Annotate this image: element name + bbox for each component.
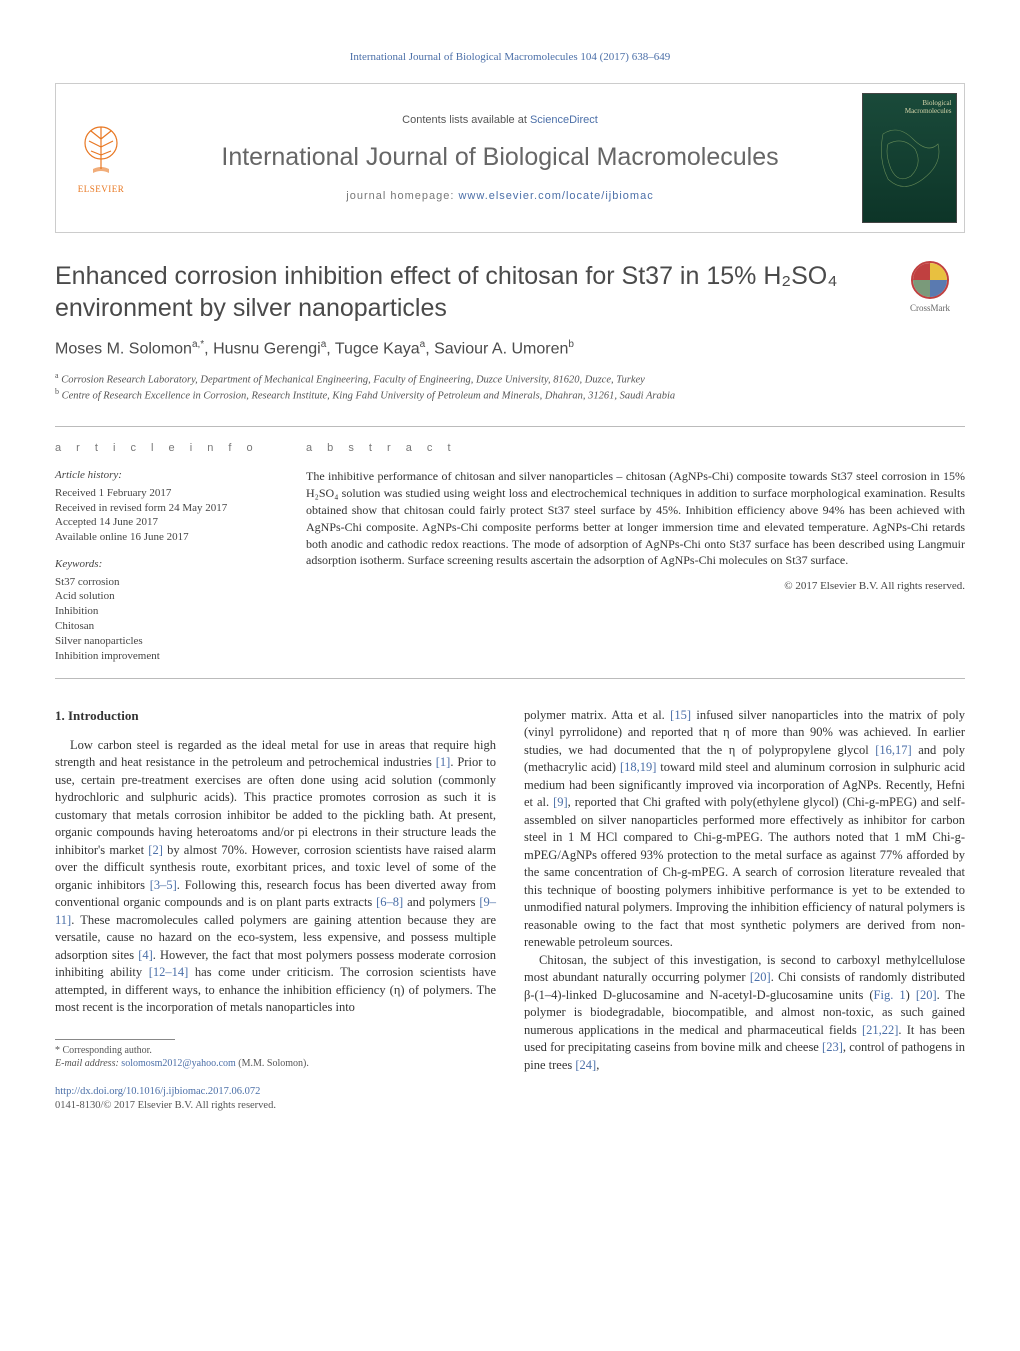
affiliation-line: a Corrosion Research Laboratory, Departm… — [55, 371, 965, 388]
email-suffix: (M.M. Solomon). — [238, 1058, 309, 1069]
abstract-copyright: © 2017 Elsevier B.V. All rights reserved… — [306, 579, 965, 594]
author-name: Husnu Gerengi — [213, 340, 321, 357]
email-footnote: E-mail address: solomosm2012@yahoo.com (… — [55, 1057, 496, 1071]
ref-citation[interactable]: [23] — [822, 1040, 843, 1054]
keywords-head: Keywords: — [55, 557, 274, 572]
ref-citation[interactable]: [18,19] — [620, 760, 656, 774]
doi-block: http://dx.doi.org/10.1016/j.ijbiomac.201… — [55, 1085, 496, 1113]
ref-citation[interactable]: [9–11] — [55, 895, 496, 927]
elsevier-logo: ELSEVIER — [56, 84, 146, 232]
ref-citation[interactable]: [2] — [148, 843, 163, 857]
corresponding-footnote: * Corresponding author. — [55, 1044, 496, 1058]
body-paragraph: Chitosan, the subject of this investigat… — [524, 952, 965, 1075]
cover-image: Biological Macromolecules — [862, 93, 957, 223]
author-sup: b — [568, 339, 574, 350]
running-head: International Journal of Biological Macr… — [55, 50, 965, 65]
author-sup: a,* — [192, 339, 204, 350]
homepage-line: journal homepage: www.elsevier.com/locat… — [346, 189, 653, 204]
ref-citation[interactable]: [16,17] — [875, 743, 911, 757]
abstract-column: a b s t r a c t The inhibitive performan… — [290, 427, 965, 678]
footnote-rule — [55, 1039, 175, 1040]
contents-prefix: Contents lists available at — [402, 114, 530, 126]
issn-line: 0141-8130/© 2017 Elsevier B.V. All right… — [55, 1100, 276, 1111]
ref-citation[interactable]: [21,22] — [862, 1023, 898, 1037]
ref-citation[interactable]: [6–8] — [376, 895, 403, 909]
keyword-item: Silver nanoparticles — [55, 634, 274, 649]
email-link[interactable]: solomosm2012@yahoo.com — [121, 1058, 235, 1069]
crossmark-label: CrossMark — [910, 302, 950, 315]
body-paragraph: Low carbon steel is regarded as the idea… — [55, 737, 496, 1017]
crossmark-badge[interactable]: CrossMark — [895, 261, 965, 315]
elsevier-tree-icon — [75, 121, 127, 179]
email-label: E-mail address: — [55, 1058, 119, 1069]
history-item: Available online 16 June 2017 — [55, 530, 274, 545]
sciencedirect-link[interactable]: ScienceDirect — [530, 114, 598, 126]
cover-art-icon — [863, 94, 958, 224]
history-head: Article history: — [55, 468, 274, 483]
ref-citation[interactable]: [3–5] — [150, 878, 177, 892]
ref-citation[interactable]: [20] — [750, 970, 771, 984]
crossmark-icon — [911, 261, 949, 299]
author-sup: a — [420, 339, 426, 350]
contents-line: Contents lists available at ScienceDirec… — [402, 113, 598, 128]
authors-line: Moses M. Solomona,*, Husnu Gerengia, Tug… — [55, 338, 965, 361]
info-abstract-row: a r t i c l e i n f o Article history: R… — [55, 426, 965, 679]
homepage-prefix: journal homepage: — [346, 190, 458, 202]
abstract-text: The inhibitive performance of chitosan a… — [306, 468, 965, 569]
article-title: Enhanced corrosion inhibition effect of … — [55, 261, 875, 324]
keyword-item: Acid solution — [55, 589, 274, 604]
article-info-label: a r t i c l e i n f o — [55, 441, 274, 456]
ref-citation[interactable]: [9] — [553, 795, 568, 809]
history-item: Accepted 14 June 2017 — [55, 515, 274, 530]
ref-citation[interactable]: [24] — [575, 1058, 596, 1072]
author-name: Moses M. Solomon — [55, 340, 192, 357]
abstract-label: a b s t r a c t — [306, 441, 965, 456]
ref-citation[interactable]: [4] — [138, 948, 153, 962]
ref-citation[interactable]: [15] — [670, 708, 691, 722]
header-center: Contents lists available at ScienceDirec… — [146, 84, 854, 232]
body-columns: 1. Introduction Low carbon steel is rega… — [55, 707, 965, 1114]
journal-cover-thumb: Biological Macromolecules — [854, 84, 964, 232]
keyword-item: Inhibition improvement — [55, 649, 274, 664]
ref-citation[interactable]: [12–14] — [149, 965, 189, 979]
homepage-link[interactable]: www.elsevier.com/locate/ijbiomac — [458, 190, 653, 202]
keyword-item: Inhibition — [55, 604, 274, 619]
figure-ref[interactable]: Fig. 1 — [874, 988, 906, 1002]
history-item: Received in revised form 24 May 2017 — [55, 501, 274, 516]
section-1-heading: 1. Introduction — [55, 707, 496, 725]
elsevier-label: ELSEVIER — [78, 183, 125, 196]
ref-citation[interactable]: [1] — [436, 755, 451, 769]
affiliations: a Corrosion Research Laboratory, Departm… — [55, 371, 965, 404]
doi-link[interactable]: http://dx.doi.org/10.1016/j.ijbiomac.201… — [55, 1086, 260, 1097]
affiliation-line: b Centre of Research Excellence in Corro… — [55, 387, 965, 404]
author-name: Tugce Kaya — [335, 340, 420, 357]
ref-citation[interactable]: [20] — [916, 988, 937, 1002]
body-paragraph: polymer matrix. Atta et al. [15] infused… — [524, 707, 965, 952]
title-row: Enhanced corrosion inhibition effect of … — [55, 261, 965, 324]
journal-header: ELSEVIER Contents lists available at Sci… — [55, 83, 965, 233]
journal-name: International Journal of Biological Macr… — [221, 140, 778, 175]
author-sup: a — [321, 339, 327, 350]
keyword-item: St37 corrosion — [55, 575, 274, 590]
article-info-column: a r t i c l e i n f o Article history: R… — [55, 427, 290, 678]
keyword-item: Chitosan — [55, 619, 274, 634]
history-item: Received 1 February 2017 — [55, 486, 274, 501]
author-name: Saviour A. Umoren — [434, 340, 568, 357]
